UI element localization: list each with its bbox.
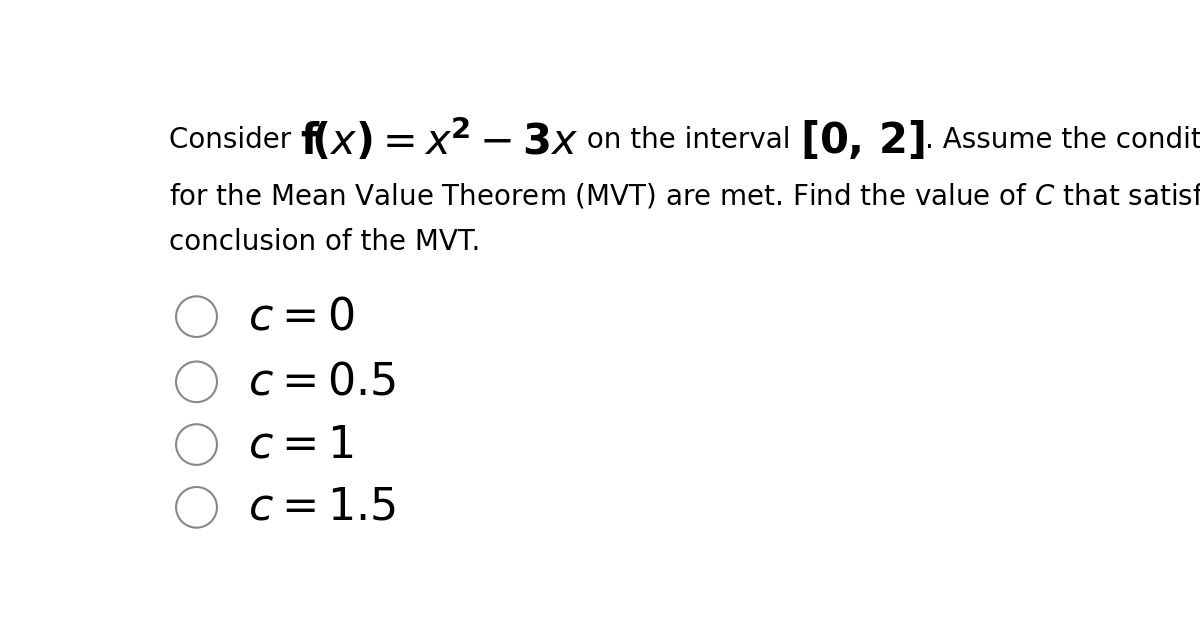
Text: conclusion of the MVT.: conclusion of the MVT.: [168, 228, 480, 256]
Text: $\mathit{c} = 1$: $\mathit{c} = 1$: [247, 423, 353, 466]
Ellipse shape: [176, 362, 217, 402]
Text: $\mathit{c} = 0.5$: $\mathit{c} = 0.5$: [247, 361, 396, 403]
Text: $\mathbf{[0,\,2]}$: $\mathbf{[0,\,2]}$: [799, 119, 925, 162]
Text: for the Mean Value Theorem (MVT) are met. Find the value of $\mathit{C}$ that sa: for the Mean Value Theorem (MVT) are met…: [168, 181, 1200, 211]
Ellipse shape: [176, 297, 217, 337]
Text: on the interval: on the interval: [578, 127, 799, 154]
Text: $\mathit{c} = 0$: $\mathit{c} = 0$: [247, 295, 354, 338]
Text: $\mathit{c} = 1.5$: $\mathit{c} = 1.5$: [247, 486, 396, 529]
Text: . Assume the conditions: . Assume the conditions: [925, 127, 1200, 154]
Ellipse shape: [176, 487, 217, 528]
Text: $\mathbf{f}\!\mathbf{(}\mathbf{\mathit{x}}\mathbf{)} = \mathbf{\mathit{x}}^{\mat: $\mathbf{f}\!\mathbf{(}\mathbf{\mathit{x…: [300, 117, 578, 164]
Text: Consider: Consider: [168, 127, 300, 154]
Ellipse shape: [176, 424, 217, 465]
